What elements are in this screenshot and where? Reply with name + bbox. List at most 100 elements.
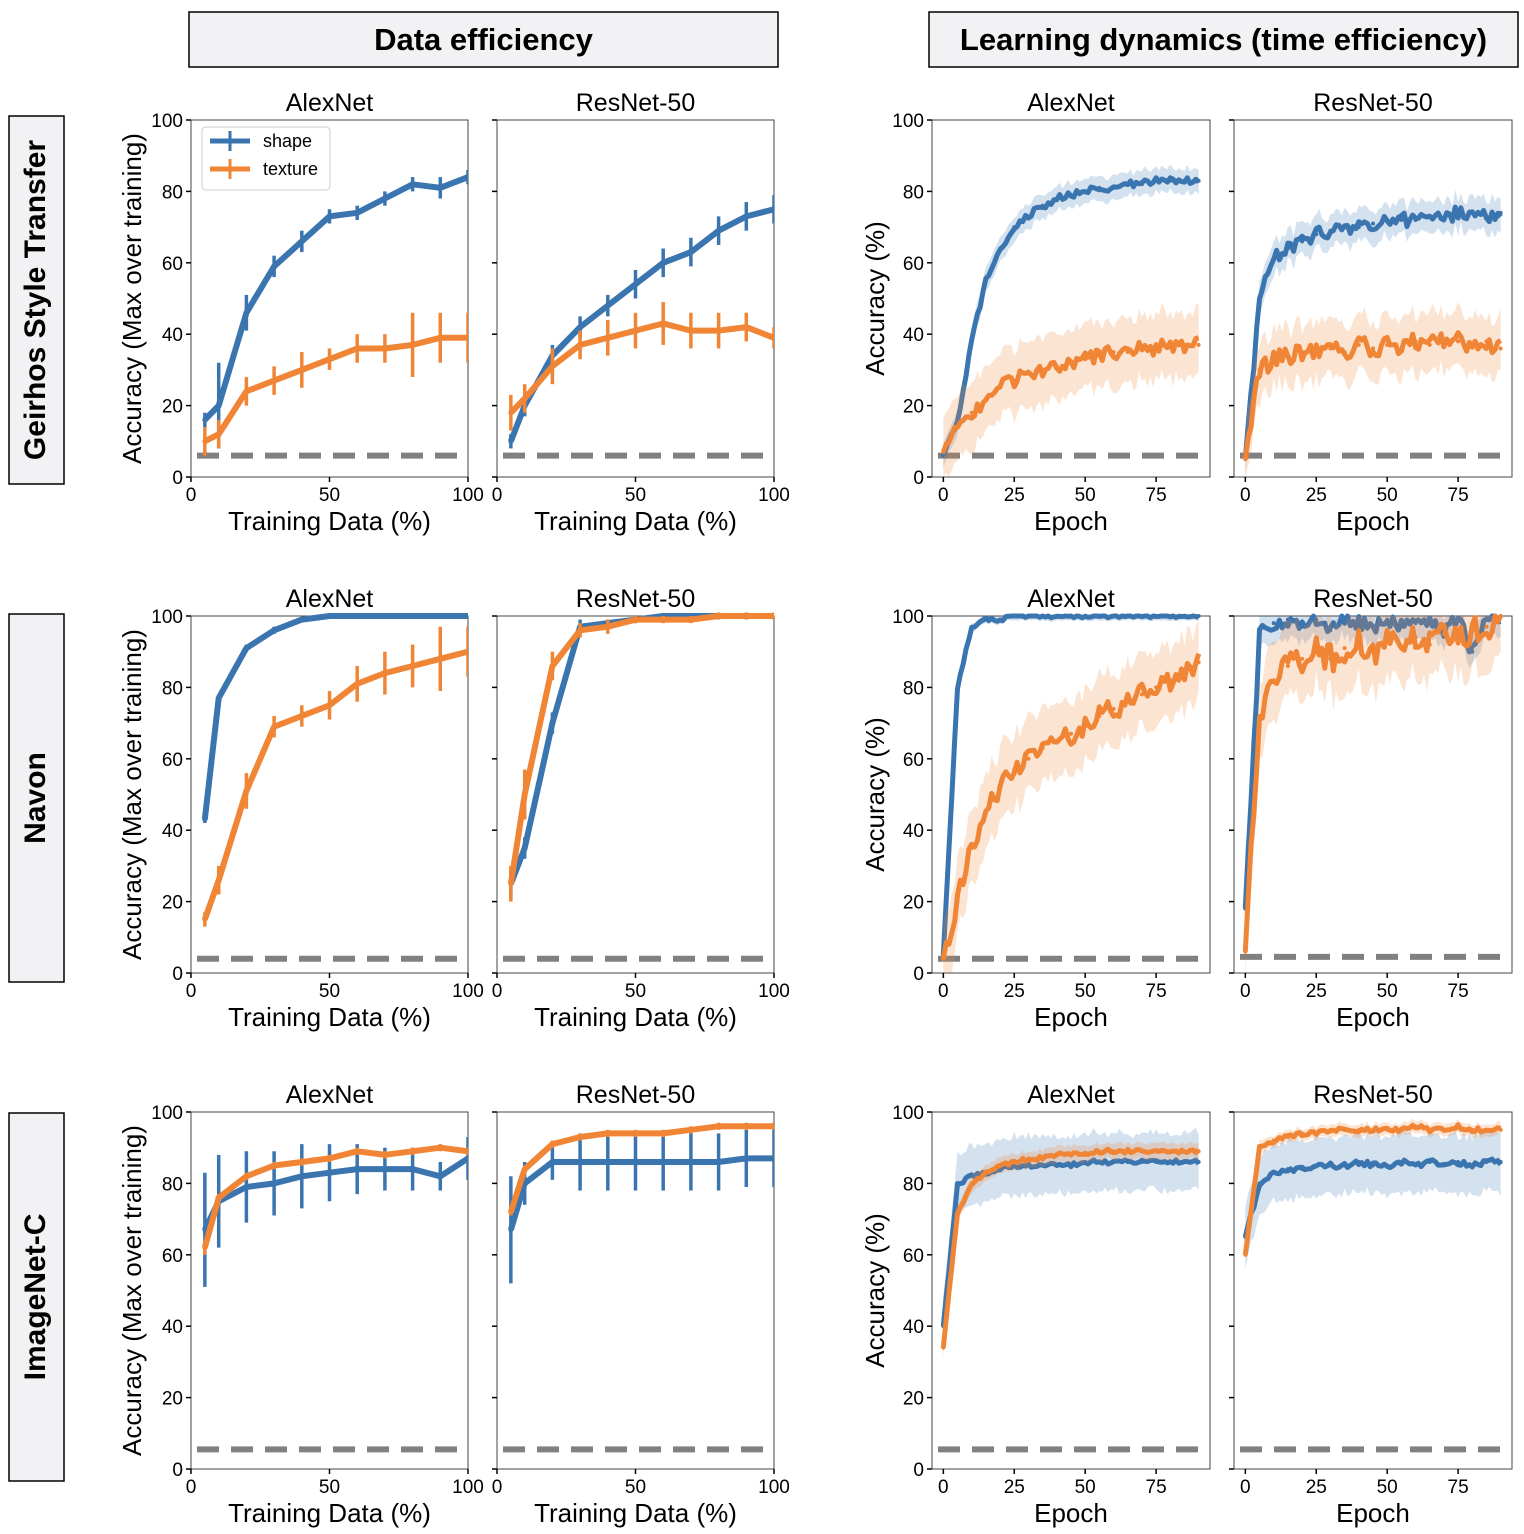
plot-area [938,164,1208,477]
shape-confidence-band [943,1127,1199,1355]
shape-data-point [941,453,946,458]
texture-data-point [1328,1127,1333,1132]
plot-area [503,1122,774,1453]
texture-data-point [1399,1127,1404,1132]
shape-data-point [1413,217,1418,222]
shape-data-point [382,196,388,202]
shape-data-point [1385,217,1390,222]
texture-data-point [437,335,443,341]
shape-data-point [1083,189,1088,194]
texture-data-point [771,613,774,619]
texture-data-point [1300,350,1305,355]
texture-data-point [1012,378,1017,383]
texture-data-point [1314,346,1319,351]
chart-panel-epoch-2-0: AlexNet 0 20 40 60 80 100 0 25 50 75 Epoch Accuracy … [860,1081,1211,1528]
x-tick-label: 25 [1004,1477,1025,1498]
shape-series-line [202,1155,468,1232]
shape-data-point [327,213,332,219]
plot-area [938,613,1208,973]
shape-data-point [271,1180,277,1186]
shape-data-point [1196,178,1201,183]
y-axis-label: Accuracy (Max over training) [117,133,147,464]
shape-data-point [955,685,960,690]
texture-data-point [1498,1127,1503,1132]
texture-data-point [243,788,249,794]
shape-data-point [1083,1159,1088,1164]
shape-data-point [354,613,360,619]
y-tick-label: 100 [151,111,183,132]
shape-data-point [1328,628,1333,633]
texture-data-point [605,335,611,341]
texture-data-point [1498,614,1503,618]
texture-series-line [508,1123,774,1213]
texture-data-point [1342,1127,1347,1132]
shape-data-point [1168,614,1173,618]
texture-data-point [1012,1159,1017,1164]
texture-data-point [549,363,555,369]
texture-data-point [1314,1131,1319,1136]
texture-data-point [1271,1138,1276,1143]
shape-data-point [1012,614,1017,618]
texture-data-point [941,1345,946,1350]
texture-data-point [633,1130,638,1136]
y-tick-label: 20 [162,397,183,418]
texture-data-point [1083,1152,1088,1157]
y-tick-label: 0 [172,964,183,985]
texture-data-point [1470,628,1475,633]
plot-area [1240,189,1510,477]
shape-data-point [1371,624,1375,629]
shape-data-point [633,1159,638,1165]
shape-data-point [771,206,774,212]
shape-data-point [1097,1159,1102,1164]
shape-series-line [202,174,468,422]
row-label-navon: Navon [8,613,65,983]
x-tick-label: 75 [1146,1477,1167,1498]
shape-data-point [465,613,468,619]
shape-data-point [382,613,388,619]
texture-data-point [549,1141,555,1147]
texture-data-point [1300,656,1305,661]
shape-data-point [1342,1163,1347,1168]
texture-data-point [1196,660,1201,665]
texture-data-point [1257,367,1262,372]
texture-data-point [271,1163,277,1169]
texture-data-point [1243,1252,1248,1257]
shape-data-point [969,1174,974,1179]
texture-data-point [1097,353,1102,358]
texture-data-point [1154,1149,1159,1154]
texture-data-point [437,1145,443,1151]
y-tick-label: 60 [903,1246,924,1267]
x-axis-label: Epoch [1034,1002,1108,1032]
x-axis-label: Epoch [1034,1498,1108,1528]
shape-data-point [271,627,277,633]
texture-data-point [660,617,666,623]
y-tick-label: 100 [151,1103,183,1124]
shape-data-point [549,1159,555,1165]
shape-data-point [983,278,988,283]
shape-data-point [1470,210,1475,215]
y-tick-label: 80 [162,182,183,203]
texture-data-point [716,613,722,619]
chart-panel-data-2-0: AlexNet 0 20 40 60 80 100 0 50 100 Training Data (… [117,1081,484,1528]
texture-data-point [1413,635,1418,640]
texture-data-point [633,328,638,334]
shape-data-point [1399,624,1404,629]
texture-data-point [1168,342,1173,347]
shape-data-point [1257,631,1262,636]
texture-data-point [1125,350,1130,355]
shape-data-point [1154,614,1159,618]
shape-data-point [1257,1181,1262,1186]
texture-data-point [771,1123,774,1129]
shape-data-point [1040,614,1045,618]
shape-data-point [465,174,468,180]
shape-data-point [299,238,305,244]
texture-data-point [1427,1127,1432,1132]
texture-data-point [271,724,277,730]
shape-data-point [216,695,222,701]
panel-title: AlexNet [286,585,374,613]
x-tick-label: 0 [1240,981,1251,1002]
texture-data-point [271,378,277,384]
chart-panel-epoch-2-1: ResNet-50 0 25 50 75 Epoch [1229,1081,1513,1528]
texture-data-point [1139,1149,1144,1154]
texture-data-point [1040,1156,1045,1161]
